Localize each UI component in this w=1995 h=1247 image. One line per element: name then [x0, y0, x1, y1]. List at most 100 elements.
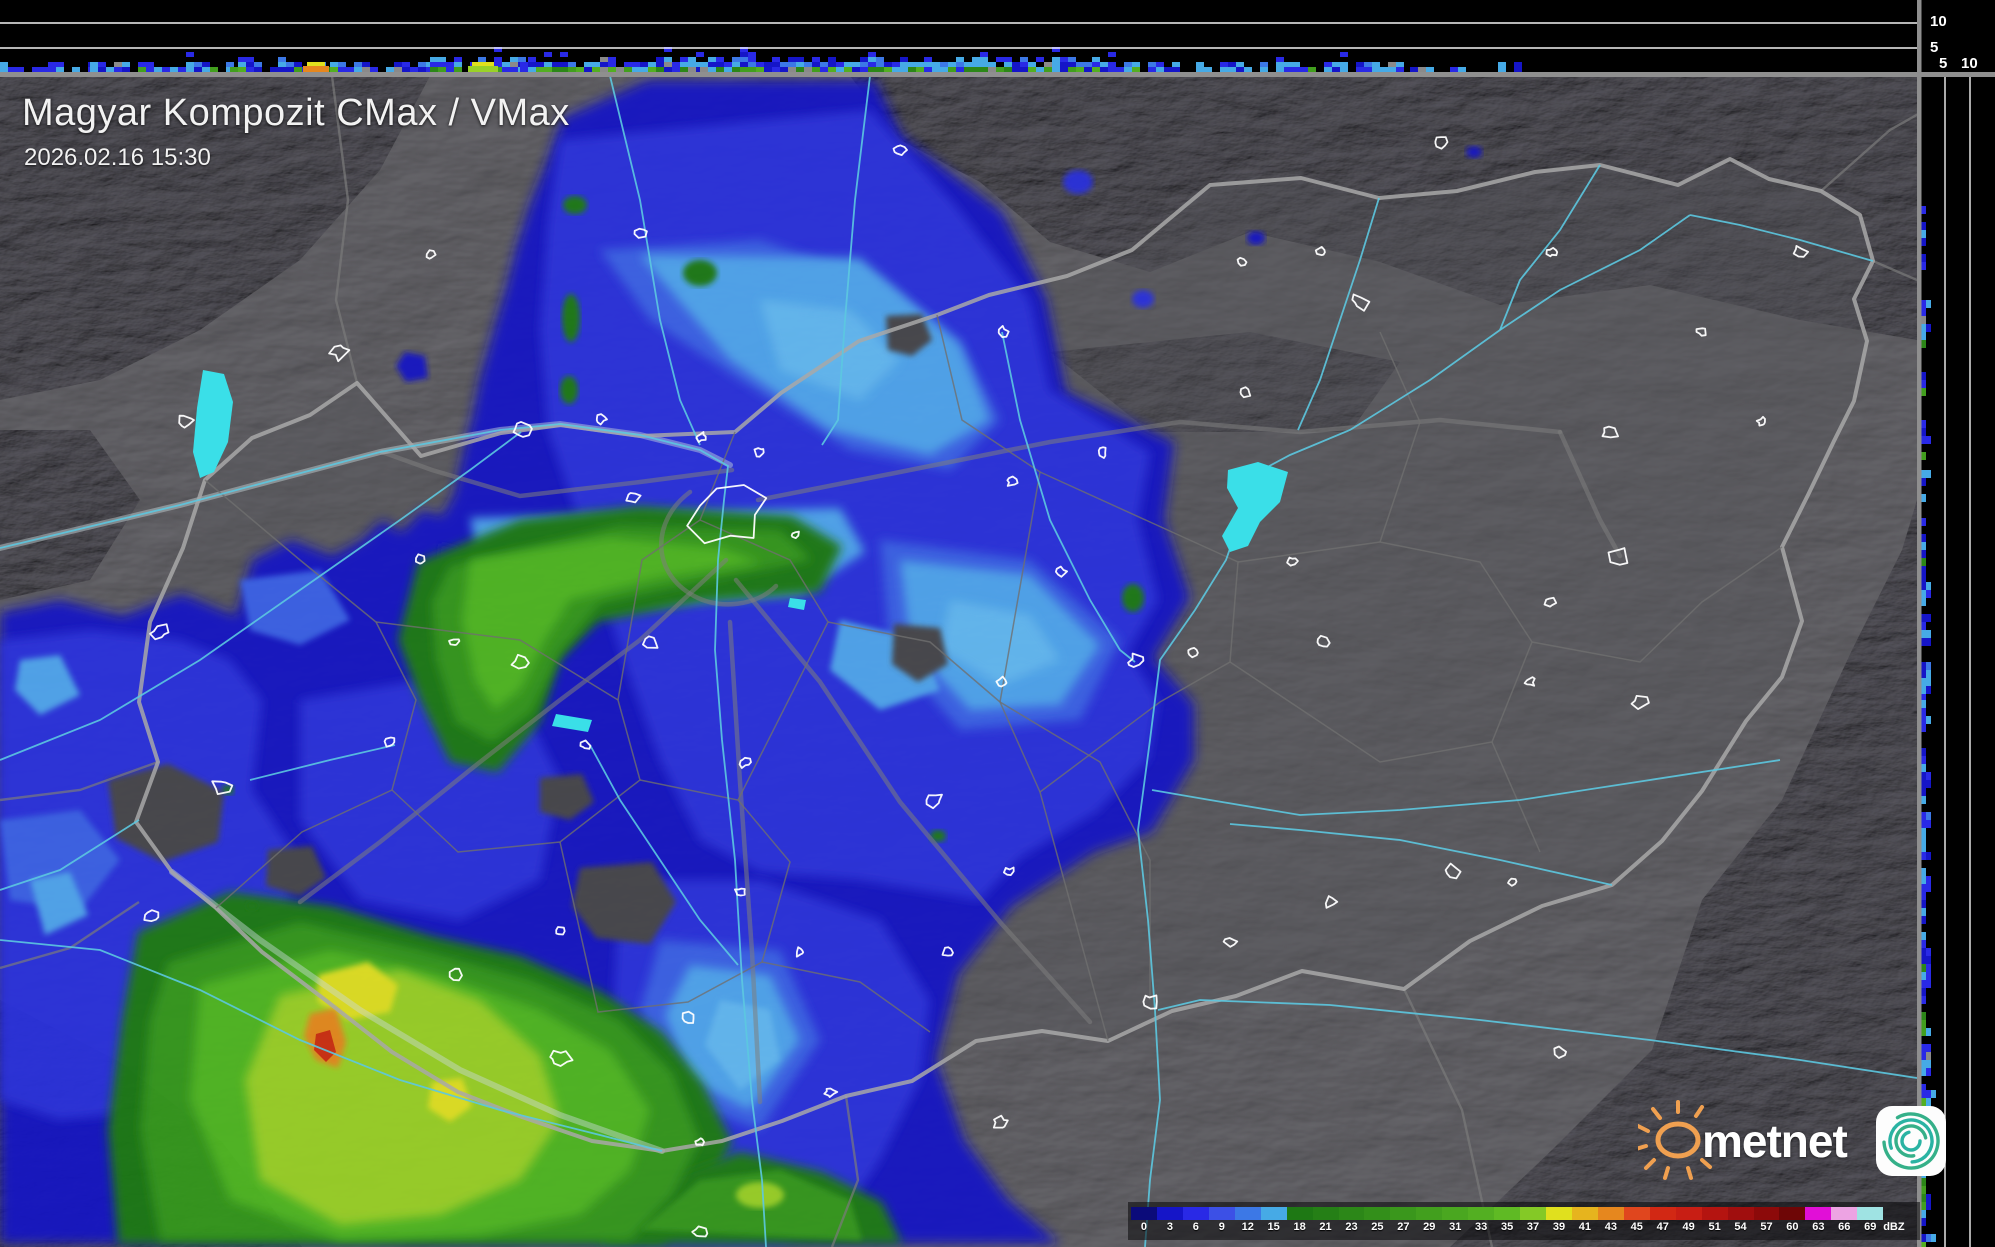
lake-balaton	[552, 714, 592, 732]
colorbar-tick-label: 6	[1192, 1221, 1199, 1233]
city-outline	[738, 756, 752, 769]
colorbar-segment	[1753, 1207, 1780, 1220]
city-outline	[691, 1225, 709, 1238]
dbz-colorbar: 0 3 6 9 12 15 18 21 23 25 27 29 31 33 35 37 39 41 43 45 47 49…	[1128, 1202, 1920, 1240]
colorbar-tick-label: 0	[1140, 1221, 1148, 1233]
county-borders-layer	[204, 314, 1783, 1042]
city-outline	[681, 1010, 695, 1024]
motorways-layer	[297, 417, 1623, 1105]
city-outline	[795, 946, 805, 958]
colorbar-tick-label: 49	[1682, 1221, 1695, 1233]
lake-ferto	[193, 370, 233, 478]
city-outline	[753, 447, 765, 458]
colorbar-tick-label: 15	[1267, 1221, 1280, 1233]
timestamp: 2026.02.16 15:30	[24, 144, 211, 171]
top-axis-label-5km: 5	[1930, 39, 1939, 56]
colorbar-segment	[1649, 1207, 1676, 1220]
colorbar-tick-label: 60	[1786, 1221, 1799, 1233]
foreign-borders-layer	[0, 76, 1917, 1247]
right-axis-label-10km: 10	[1961, 55, 1978, 72]
colorbar-segment	[1390, 1207, 1417, 1220]
city-outline	[1545, 246, 1559, 258]
colorbar-tick-label: 63	[1812, 1221, 1825, 1233]
city-outline	[1127, 652, 1145, 668]
city-outline	[1434, 136, 1449, 150]
colorbar-tick-label: 57	[1760, 1221, 1773, 1233]
city-outline	[579, 739, 592, 750]
colorbar-tick-label: 27	[1397, 1221, 1410, 1233]
city-outline	[686, 484, 768, 545]
colorbar-tick-label: 41	[1578, 1221, 1592, 1233]
colorbar-segment	[1831, 1207, 1858, 1220]
colorbar-tick-label: 35	[1500, 1221, 1514, 1233]
city-outline	[694, 1137, 705, 1147]
colorbar-tick-label: 25	[1371, 1221, 1384, 1233]
colorbar-segment	[1805, 1207, 1832, 1220]
colorbar-tick-label: 12	[1241, 1221, 1254, 1233]
colorbar-tick-label: 9	[1218, 1221, 1225, 1233]
city-outline	[625, 492, 642, 504]
city-outline	[1351, 293, 1371, 312]
city-outline	[448, 967, 463, 982]
colorbar-tick-label: 23	[1345, 1221, 1358, 1233]
city-outline	[448, 638, 461, 646]
top-profile-strip	[0, 0, 1917, 72]
colorbar-segment	[1364, 1207, 1391, 1220]
colorbar-labels: 0 3 6 9 12 15 18 21 23 25 27 29 31 33 35 37 39 41 43 45 47 49…	[1131, 1221, 1917, 1233]
city-outline	[642, 635, 659, 649]
city-outline	[1523, 676, 1536, 687]
city-outline	[892, 144, 908, 157]
colorbar-tick-label: 47	[1656, 1221, 1669, 1233]
colorbar-tick-label: 66	[1838, 1221, 1851, 1233]
city-outline	[1755, 415, 1766, 427]
city-outline	[1055, 565, 1068, 578]
city-outline	[211, 780, 234, 795]
city-outline	[1097, 446, 1107, 459]
city-outline	[425, 249, 437, 260]
colorbar-segment	[1260, 1207, 1287, 1220]
city-outline	[383, 736, 396, 748]
precipitation-layer	[0, 80, 1482, 1244]
city-outline	[1543, 596, 1558, 608]
rain-holes	[108, 314, 948, 944]
colorbar-segment	[1182, 1207, 1209, 1220]
colorbar-segment	[1623, 1207, 1650, 1220]
city-outline	[1695, 327, 1707, 337]
city-outline	[143, 909, 160, 922]
city-outline	[149, 623, 170, 641]
colorbar-segment	[1312, 1207, 1339, 1220]
colorbar-tick-label: 39	[1552, 1221, 1566, 1233]
colorbar-segment	[1520, 1207, 1546, 1220]
city-outline	[1553, 1045, 1567, 1059]
city-outline	[1314, 245, 1326, 257]
city-outline	[1142, 994, 1158, 1010]
city-outline	[1286, 556, 1299, 567]
city-outline	[1792, 244, 1809, 258]
colorbar-segment	[1468, 1207, 1495, 1220]
city-outline	[734, 887, 746, 897]
right-axis-label-5km: 5	[1939, 55, 1948, 72]
colorbar-segment	[1857, 1207, 1884, 1220]
lakes-layer	[193, 370, 1288, 732]
spiral-app-icon	[1876, 1106, 1946, 1176]
horizontal-separator	[0, 72, 1995, 77]
colorbar-segment	[1286, 1207, 1313, 1220]
colorbar-segment	[1494, 1207, 1521, 1220]
colorbar-segment	[1727, 1207, 1754, 1220]
city-outline	[549, 1049, 574, 1067]
city-outline	[1607, 547, 1629, 566]
city-outline	[992, 1114, 1009, 1129]
city-outline	[1239, 386, 1252, 399]
city-outline	[1236, 256, 1248, 267]
colorbar-segment	[1675, 1207, 1702, 1220]
colorbar-tick-label: 29	[1423, 1221, 1436, 1233]
vertical-separator	[1917, 0, 1922, 1247]
city-outline	[555, 926, 566, 936]
colorbar-tick-label: 3	[1166, 1221, 1173, 1233]
city-outline	[1630, 695, 1650, 710]
city-outline	[595, 413, 608, 426]
top-axis-label-10km: 10	[1930, 13, 1947, 30]
lake-velence	[788, 598, 806, 610]
